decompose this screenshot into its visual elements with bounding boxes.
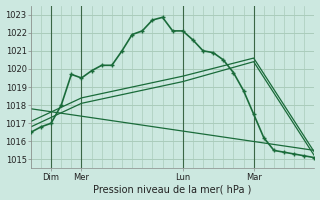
- X-axis label: Pression niveau de la mer( hPa ): Pression niveau de la mer( hPa ): [93, 184, 252, 194]
